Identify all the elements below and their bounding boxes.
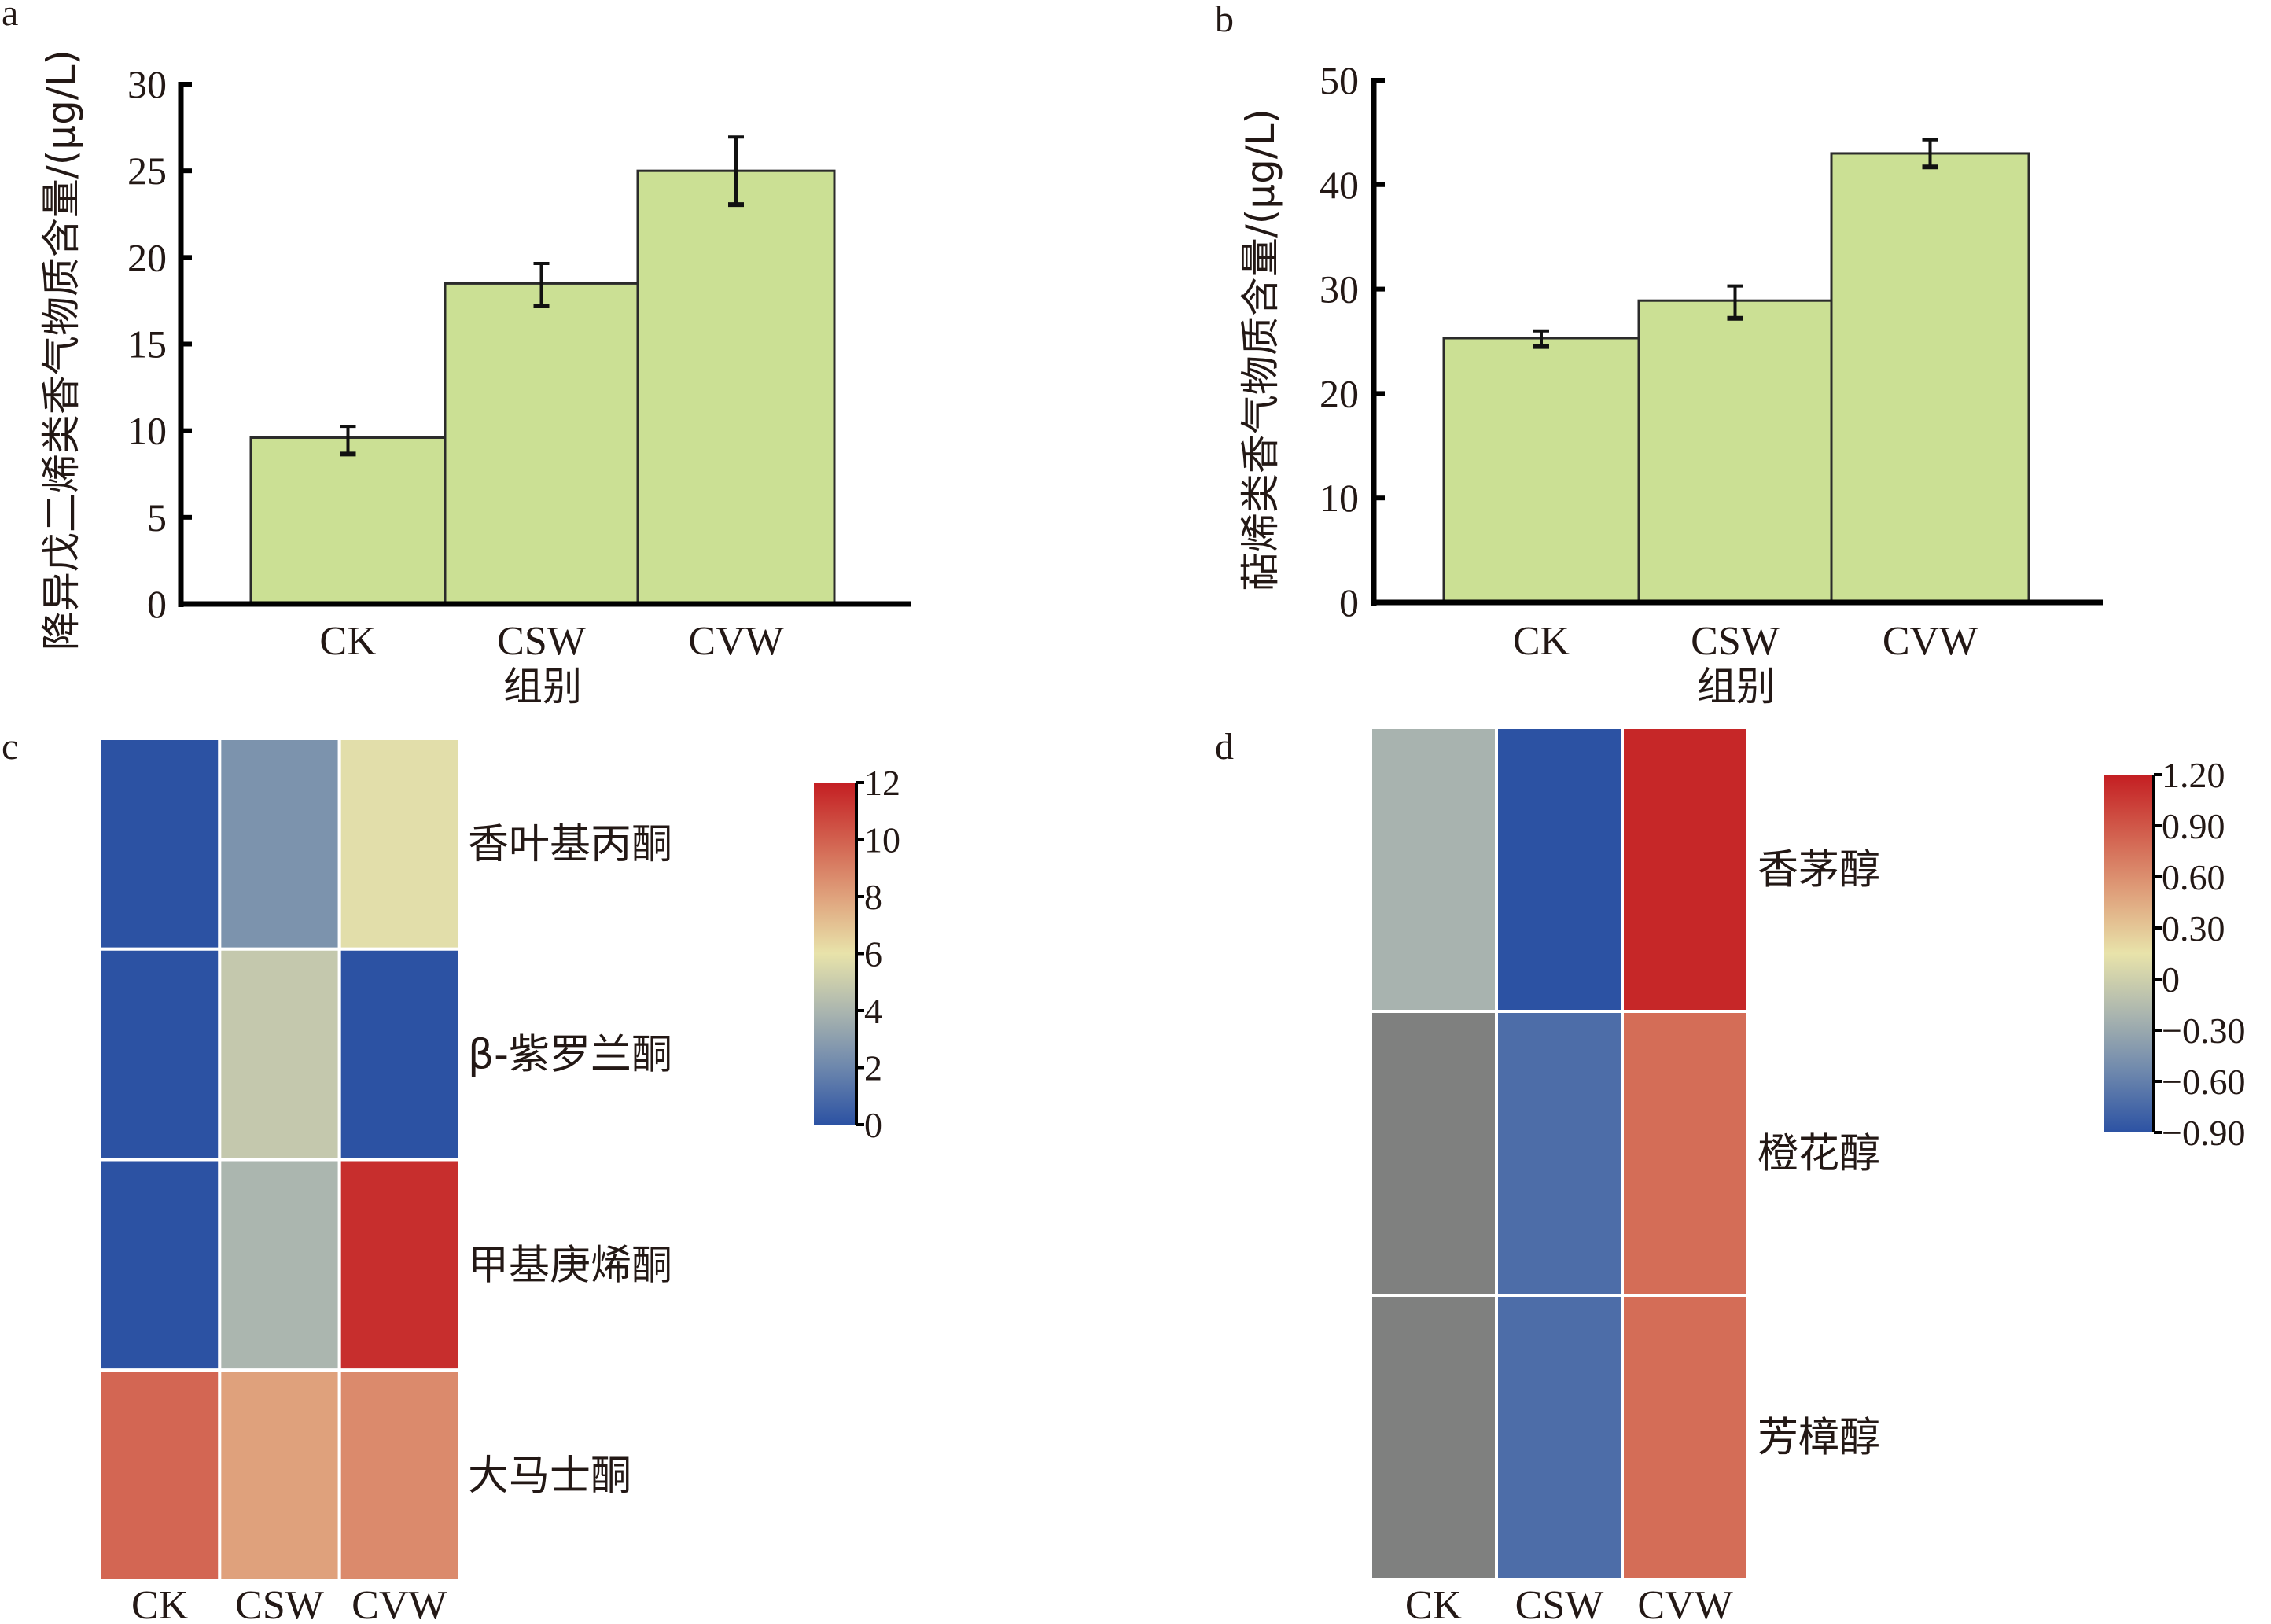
colorbar-tick-label: 0.30 [2162, 908, 2225, 948]
row-label: 芳樟醇 [1758, 1415, 1880, 1462]
bar-ck [249, 436, 447, 606]
x-axis-title: 组别 [1697, 664, 1776, 709]
heatmap-cell-csw-row3 [1495, 1294, 1624, 1581]
y-tick-label: 0 [1339, 580, 1359, 624]
heatmap-cell-ck-row2 [1369, 1010, 1498, 1297]
column-label: CK [131, 1583, 189, 1624]
x-tick-label: CSW [497, 619, 586, 664]
row-label: 香茅醇 [1758, 847, 1880, 894]
y-tick-label: 25 [127, 149, 167, 193]
panel-letter-c: c [2, 726, 18, 768]
x-tick-label: CK [319, 619, 377, 664]
panel-letter-b: b [1215, 0, 1234, 40]
colorbar-tick-label: 0.60 [2162, 857, 2225, 897]
colorbar-tick-label: 1.20 [2162, 755, 2225, 795]
panel-letter-d: d [1215, 726, 1234, 768]
heatmap-cell-cvw-row1 [337, 737, 461, 951]
heatmap-cell-csw-row1 [1495, 726, 1624, 1013]
heatmap-cell-cvw-row2 [337, 947, 461, 1162]
heatmap-cell-cvw-row1 [1621, 726, 1750, 1013]
heatmap-cell-ck-row1 [1369, 726, 1498, 1013]
y-tick-label: 30 [127, 62, 167, 106]
row-label: 大马士酮 [468, 1453, 631, 1500]
x-tick-label: CK [1513, 619, 1570, 664]
column-label: CVW [352, 1583, 447, 1624]
heatmap-cell-cvw-row3 [337, 1158, 461, 1372]
bar-cvw [1830, 152, 2030, 604]
colorbar [2104, 775, 2152, 1132]
colorbar-tick-label: 0 [864, 1105, 882, 1145]
heatmap-cell-cvw-row4 [337, 1368, 461, 1582]
colorbar-tick-label: −0.90 [2162, 1113, 2245, 1153]
colorbar-tick-label: 4 [864, 991, 882, 1031]
heatmap-cell-csw-row4 [218, 1368, 341, 1582]
heatmap-cell-csw-row3 [218, 1158, 341, 1372]
row-label: 甲基庚烯酮 [468, 1242, 672, 1289]
y-tick-label: 0 [147, 582, 167, 626]
y-tick-label: 20 [1320, 371, 1359, 415]
x-axis-title: 组别 [503, 664, 582, 709]
colorbar-tick-label: 2 [864, 1048, 882, 1088]
colorbar-tick-label: −0.30 [2162, 1011, 2245, 1051]
row-label: β-紫罗兰酮 [468, 1032, 672, 1079]
colorbar-tick-label: 0 [2162, 959, 2180, 1000]
colorbar-tick-label: 10 [864, 820, 900, 860]
bar-cvw [636, 169, 836, 606]
x-tick-label: CVW [1883, 619, 1978, 664]
panel-letter-a: a [2, 0, 18, 34]
y-tick-label: 15 [127, 322, 167, 366]
bar-ck [1442, 337, 1640, 604]
bar-csw [1637, 299, 1833, 604]
heatmap-cell-ck-row4 [98, 1368, 222, 1582]
row-label: 香叶基丙酮 [468, 821, 672, 868]
column-label: CSW [1515, 1583, 1604, 1624]
row-label: 橙花醇 [1758, 1131, 1880, 1178]
y-tick-label: 50 [1320, 58, 1359, 102]
column-label: CVW [1637, 1583, 1732, 1624]
y-axis-title: 降异戊二烯类香气物质含量/(μg/L) [39, 50, 84, 650]
y-tick-label: 30 [1320, 267, 1359, 311]
y-axis-title: 萜烯类香气物质含量/(μg/L) [1238, 109, 1283, 591]
colorbar-tick-label: 6 [864, 934, 882, 974]
heatmap-cell-ck-row2 [98, 947, 222, 1162]
heatmap-cell-ck-row1 [98, 737, 222, 951]
heatmap-cell-cvw-row3 [1621, 1294, 1750, 1581]
colorbar-tick-label: 12 [864, 763, 900, 803]
heatmap-cell-cvw-row2 [1621, 1010, 1750, 1297]
heatmap-cell-ck-row3 [1369, 1294, 1498, 1581]
x-tick-label: CSW [1691, 619, 1780, 664]
heatmap-cell-ck-row3 [98, 1158, 222, 1372]
heatmap-cell-csw-row2 [218, 947, 341, 1162]
y-tick-label: 20 [127, 235, 167, 279]
colorbar-tick-label: 0.90 [2162, 806, 2225, 846]
bar-csw [444, 282, 639, 606]
column-label: CSW [235, 1583, 324, 1624]
x-tick-label: CVW [688, 619, 783, 664]
bar-chart-a: CK CSW CVW 0 5 10 15 20 25 30 组别 降异戊二烯类香气物质含量/(μg/L… [39, 50, 911, 709]
heatmap-cell-csw-row2 [1495, 1010, 1624, 1297]
y-tick-label: 10 [127, 409, 167, 453]
column-label: CK [1405, 1583, 1463, 1624]
colorbar-tick-label: −0.60 [2162, 1062, 2245, 1102]
bar-chart-b: CK CSW CVW 0 10 20 30 40 50 组别 萜烯类香气物质含量/(μg/L) [1238, 58, 2103, 709]
heatmap-cell-csw-row1 [218, 737, 341, 951]
y-tick-label: 10 [1320, 476, 1359, 520]
y-tick-label: 40 [1320, 163, 1359, 207]
colorbar-tick-label: 8 [864, 877, 882, 917]
colorbar [814, 783, 855, 1125]
y-tick-label: 5 [147, 495, 167, 539]
